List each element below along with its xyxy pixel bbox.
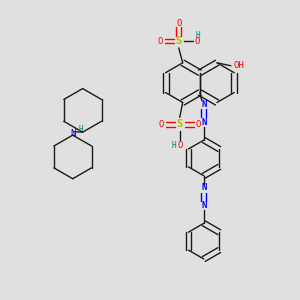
Text: OH: OH — [233, 61, 244, 70]
Text: N: N — [201, 118, 206, 127]
Text: H: H — [172, 140, 176, 149]
Text: O: O — [196, 120, 201, 129]
Text: S: S — [176, 36, 182, 46]
Text: O: O — [195, 37, 200, 46]
Text: O: O — [177, 140, 182, 149]
Text: H: H — [78, 125, 83, 134]
Text: N: N — [201, 201, 206, 210]
Text: N: N — [201, 100, 206, 109]
Text: N: N — [70, 129, 75, 138]
Text: O: O — [176, 19, 182, 28]
Text: S: S — [177, 119, 183, 129]
Text: H: H — [195, 31, 200, 40]
Text: O: O — [158, 120, 164, 129]
Text: O: O — [157, 37, 163, 46]
Text: N: N — [201, 183, 206, 192]
